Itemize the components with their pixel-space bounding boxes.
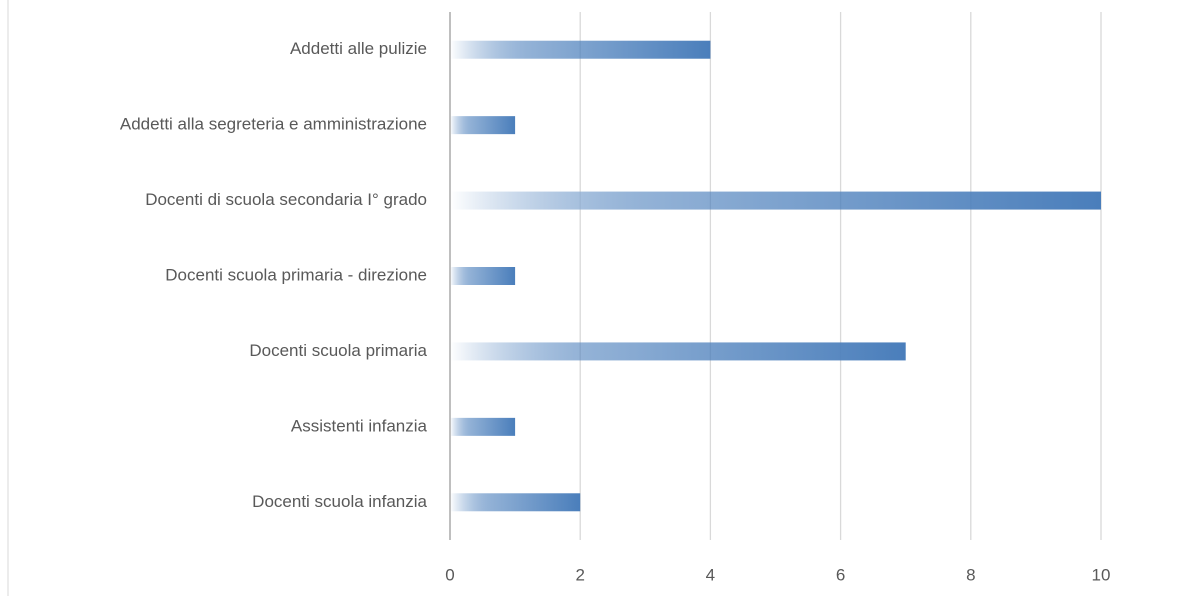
x-tick-label: 8 bbox=[966, 565, 975, 584]
bar bbox=[450, 417, 516, 436]
y-tick-label: Assistenti infanzia bbox=[291, 416, 428, 435]
y-tick-label: Docenti scuola infanzia bbox=[252, 492, 427, 511]
x-tick-label: 6 bbox=[836, 565, 845, 584]
bar bbox=[450, 493, 581, 512]
bar bbox=[450, 342, 906, 361]
y-tick-label: Docenti scuola primaria bbox=[249, 341, 427, 360]
bar bbox=[450, 116, 516, 135]
y-tick-label: Docenti scuola primaria - direzione bbox=[165, 265, 427, 284]
bar bbox=[450, 191, 1101, 210]
x-tick-label: 0 bbox=[445, 565, 454, 584]
y-tick-label: Docenti di scuola secondaria I° grado bbox=[145, 190, 427, 209]
x-tick-label: 2 bbox=[575, 565, 584, 584]
bar bbox=[450, 267, 516, 285]
bar bbox=[450, 40, 711, 59]
y-tick-label: Addetti alla segreteria e amministrazion… bbox=[120, 115, 427, 134]
x-tick-label: 4 bbox=[706, 565, 715, 584]
x-tick-label: 10 bbox=[1092, 565, 1111, 584]
y-tick-label: Addetti alle pulizie bbox=[290, 39, 427, 58]
